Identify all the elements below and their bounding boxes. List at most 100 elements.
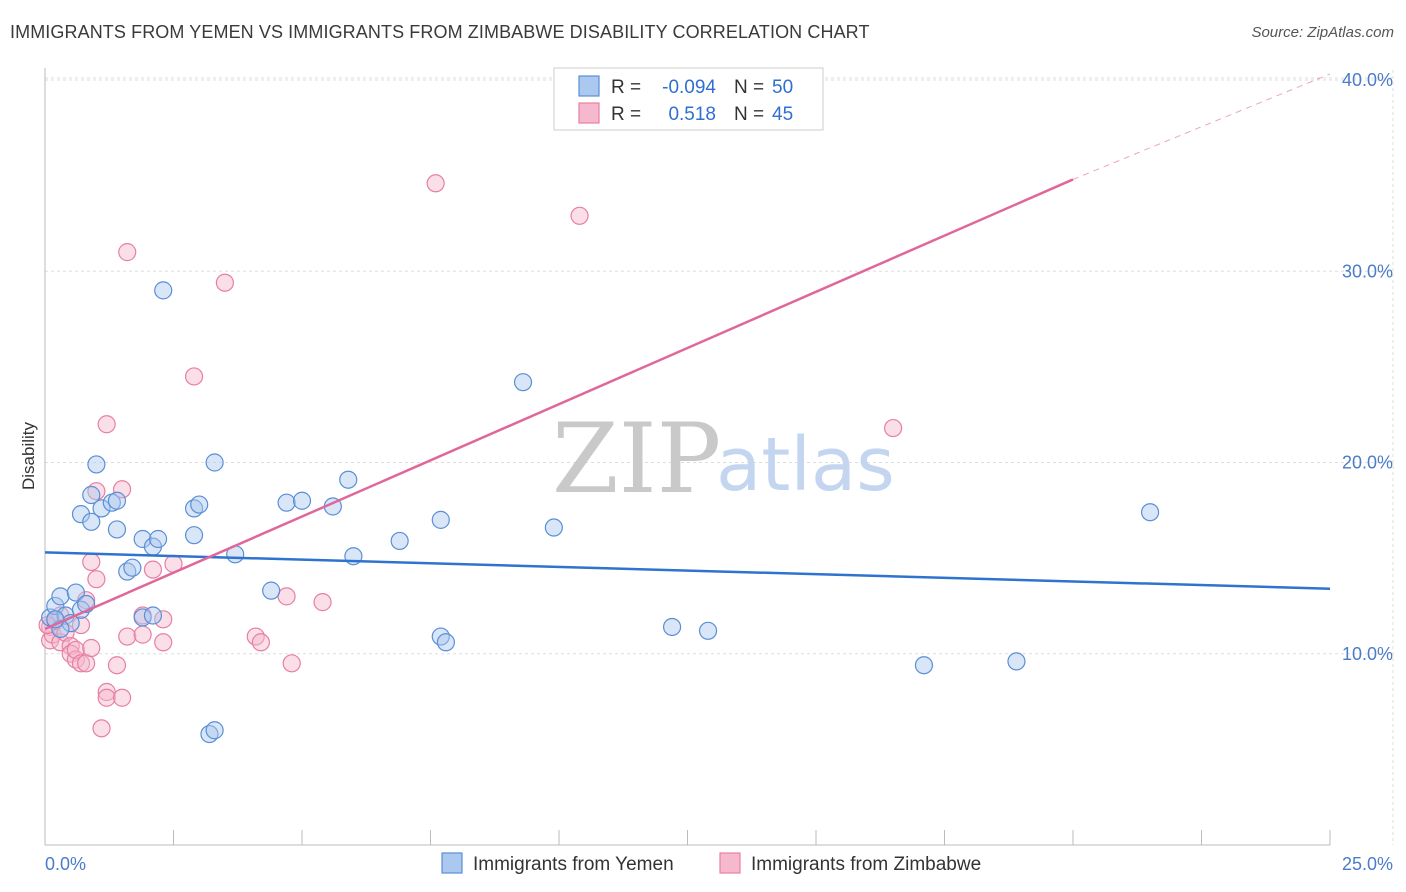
zimbabwe-point xyxy=(66,640,85,660)
yemen-point xyxy=(154,281,173,300)
legend-n-value-yemen: 50 xyxy=(772,77,793,98)
zimbabwe-point xyxy=(118,627,137,646)
y-tick-label-0: 10.0% xyxy=(1342,644,1393,664)
zimbabwe-point xyxy=(92,719,111,738)
zimbabwe-point xyxy=(97,415,116,434)
zimbabwe-point xyxy=(883,418,903,438)
legend-n-label-yemen: N = xyxy=(734,77,764,98)
axes xyxy=(44,68,1331,846)
yemen-point xyxy=(107,520,127,539)
legend-swatch-yemen xyxy=(578,75,600,97)
zimbabwe-point xyxy=(51,633,70,652)
yemen-point xyxy=(662,617,682,637)
x-tick-label-min: 0.0% xyxy=(45,854,86,874)
yemen-point xyxy=(107,491,127,510)
yemen-point xyxy=(431,510,450,529)
yemen-point xyxy=(914,656,934,675)
yemen-point xyxy=(339,470,358,489)
y-axis-label: Disability xyxy=(19,421,38,490)
yemen-point xyxy=(71,505,91,524)
yemen-point xyxy=(436,633,456,652)
yemen-point xyxy=(190,495,209,514)
yemen-point xyxy=(431,627,450,646)
zimbabwe-point xyxy=(570,206,589,225)
correlation-legend: R = -0.094 N = 50 R = 0.518 N = 45 xyxy=(553,67,824,131)
zimbabwe-point xyxy=(143,560,163,579)
x-tick-labels: 0.0% 25.0% xyxy=(45,854,1393,874)
bottom-legend-swatch-zimbabwe[interactable] xyxy=(719,852,741,874)
watermark-zip: ZIP xyxy=(552,403,721,515)
zimbabwe-point xyxy=(282,654,301,673)
zimbabwe-trend-extension xyxy=(1072,73,1331,180)
zimbabwe-point xyxy=(154,610,173,629)
yemen-point xyxy=(1007,652,1026,671)
yemen-point xyxy=(51,587,70,606)
trend-lines xyxy=(44,73,1331,631)
zimbabwe-point xyxy=(184,367,204,386)
watermark: ZIP atlas xyxy=(552,403,895,515)
watermark-atlas: atlas xyxy=(716,422,895,508)
yemen-point xyxy=(544,518,563,537)
yemen-point xyxy=(698,621,718,640)
chart-title: IMMIGRANTS FROM YEMEN VS IMMIGRANTS FROM… xyxy=(10,22,870,42)
legend-swatch-zimbabwe xyxy=(578,102,600,124)
legend-n-label-zimbabwe: N = xyxy=(734,104,764,125)
legend-r-label-zimbabwe: R = xyxy=(611,104,641,125)
legend-r-value-zimbabwe: 0.518 xyxy=(668,104,716,125)
bottom-legend-label-yemen[interactable]: Immigrants from Yemen xyxy=(473,854,674,875)
zimbabwe-point xyxy=(87,570,106,589)
zimbabwe-point xyxy=(133,625,152,644)
bottom-legend-swatch-yemen[interactable] xyxy=(441,852,463,874)
y-tick-label-2: 30.0% xyxy=(1342,261,1393,281)
zimbabwe-point xyxy=(112,688,132,707)
zimbabwe-point xyxy=(313,593,332,612)
yemen-point xyxy=(1140,503,1160,522)
zimbabwe-point xyxy=(215,273,234,292)
yemen-point xyxy=(205,721,224,740)
y-tick-label-3: 40.0% xyxy=(1342,70,1393,90)
zimbabwe-trend-line xyxy=(44,178,1074,631)
zimbabwe-point xyxy=(97,688,116,707)
zimbabwe-points xyxy=(38,174,903,738)
zimbabwe-point xyxy=(77,654,96,673)
yemen-point xyxy=(143,606,163,625)
source-label: Source: ZipAtlas.com xyxy=(1251,24,1394,41)
zimbabwe-point xyxy=(154,633,173,652)
yemen-point xyxy=(92,499,111,518)
yemen-point xyxy=(262,581,281,600)
series-legend: Immigrants from Yemen Immigrants from Zi… xyxy=(441,852,981,875)
yemen-point xyxy=(66,583,85,602)
yemen-point xyxy=(123,558,142,577)
yemen-point xyxy=(82,485,101,505)
x-tick-label-max: 25.0% xyxy=(1342,854,1393,874)
legend-r-value-yemen: -0.094 xyxy=(662,77,716,98)
yemen-point xyxy=(148,529,168,549)
zimbabwe-point xyxy=(82,638,101,658)
zimbabwe-point xyxy=(71,654,91,673)
zimbabwe-point xyxy=(112,480,132,499)
yemen-point xyxy=(133,529,152,549)
zimbabwe-point xyxy=(277,587,296,606)
zimbabwe-point xyxy=(107,656,127,675)
zimbabwe-point xyxy=(82,552,101,572)
zimbabwe-point xyxy=(118,243,137,262)
zimbabwe-point xyxy=(246,627,265,646)
zimbabwe-point xyxy=(426,174,445,193)
yemen-trend-line xyxy=(44,551,1331,590)
y-tick-labels: 10.0% 20.0% 30.0% 40.0% xyxy=(1342,70,1393,664)
yemen-point xyxy=(82,512,101,531)
yemen-point xyxy=(277,493,296,512)
yemen-point xyxy=(205,453,224,472)
y-tick-label-1: 20.0% xyxy=(1342,453,1393,473)
yemen-point xyxy=(390,531,409,551)
yemen-point xyxy=(292,491,312,510)
bottom-legend-label-zimbabwe[interactable]: Immigrants from Zimbabwe xyxy=(751,854,981,875)
yemen-point xyxy=(184,526,204,545)
zimbabwe-point xyxy=(77,591,96,610)
legend-r-label-yemen: R = xyxy=(611,77,641,98)
yemen-point xyxy=(513,373,533,392)
legend-n-value-zimbabwe: 45 xyxy=(772,104,793,125)
zimbabwe-point xyxy=(251,633,270,652)
yemen-point xyxy=(87,455,106,474)
